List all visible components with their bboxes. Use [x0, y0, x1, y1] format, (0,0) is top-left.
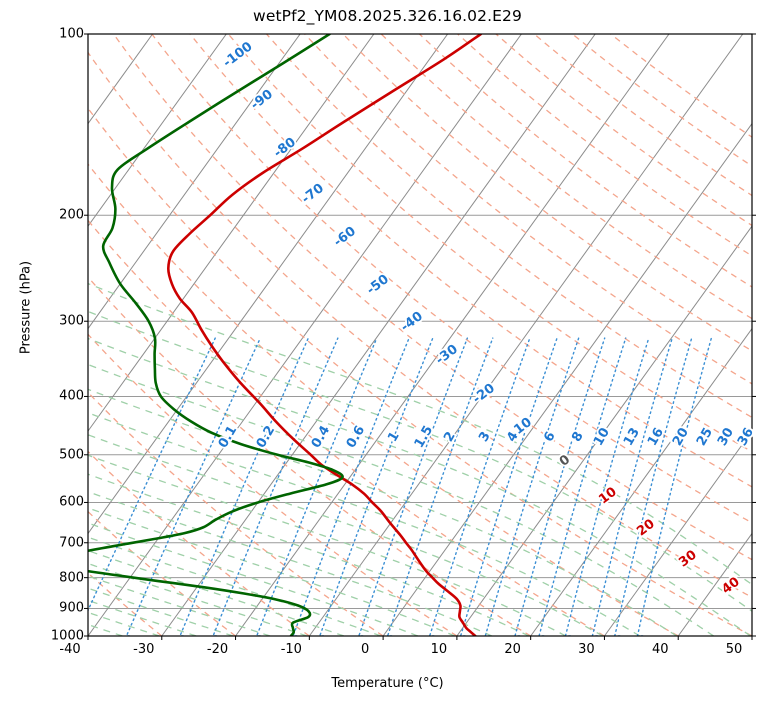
moist-adiabat-line	[88, 536, 382, 636]
isotherm-line	[88, 34, 301, 330]
dry-adiabat-line	[189, 34, 752, 488]
mixing-ratio-line	[386, 337, 494, 636]
plot-border	[87, 33, 753, 637]
moist-adiabat-line	[88, 388, 678, 636]
isotherm-line	[382, 122, 752, 636]
x-tick-label: -30	[133, 642, 155, 657]
y-tick-label: 600	[59, 494, 84, 510]
dry-adiabat-line	[88, 333, 458, 636]
dry-adiabat-line	[0, 34, 14, 636]
sounding-traces	[88, 34, 483, 636]
isotherm-line	[456, 225, 752, 636]
mixing-ratio-line	[125, 337, 261, 636]
moist-adiabat-line	[88, 575, 271, 636]
y-tick-label: 200	[59, 207, 84, 223]
plot-background	[88, 34, 752, 636]
dry-adiabat-line	[88, 51, 752, 599]
isotherm-line	[88, 34, 375, 432]
isotherm-line	[604, 430, 752, 636]
moist-adiabat-line	[0, 34, 86, 636]
dry-adiabat-line	[113, 34, 752, 561]
moist-adiabat-line	[88, 587, 234, 636]
x-tick-label: -40	[59, 642, 81, 657]
x-tick-label: 30	[578, 642, 595, 657]
y-tick-label: 300	[59, 313, 84, 329]
isotherm-line	[235, 34, 670, 636]
mixing-ratio-line	[614, 337, 693, 636]
x-tick-label: 0	[360, 642, 370, 657]
mixing-ratio-line	[319, 337, 434, 636]
mixing-ratio-line	[429, 337, 531, 636]
moist-adiabat-line	[88, 549, 345, 636]
isotherm-line	[88, 34, 227, 227]
dry-adiabat-line	[151, 34, 752, 524]
x-tick-label: -10	[280, 642, 302, 657]
x-tick-label: -20	[206, 642, 229, 657]
isotherm-line	[88, 34, 449, 535]
y-tick-label: 400	[59, 388, 84, 404]
moist-adiabat-line	[88, 562, 308, 636]
x-tick-label: 50	[725, 642, 743, 657]
y-tick-label: 500	[59, 447, 84, 463]
x-tick-label: 10	[430, 642, 448, 657]
dry-adiabat-line	[88, 219, 605, 636]
mixing-ratio-line	[179, 337, 309, 636]
mixing-ratio-line	[212, 337, 339, 636]
mixing-ratio-line	[484, 337, 580, 636]
isotherm-line	[677, 532, 752, 636]
dry-adiabat-line	[88, 572, 163, 636]
isotherm-line	[88, 34, 522, 636]
y-tick-label: 800	[59, 570, 84, 586]
mixing-ratio-line	[358, 337, 469, 636]
sounding-trace-dew-point	[88, 34, 344, 636]
isotherm-line	[308, 34, 744, 636]
isotherm-line	[530, 327, 752, 636]
mixing-ratio-line	[459, 337, 558, 636]
background-gridlines	[0, 34, 752, 636]
mixing-ratio-line	[591, 337, 673, 636]
x-axis-label: Temperature (°C)	[331, 676, 444, 691]
y-tick-label: 1000	[50, 628, 84, 644]
y-tick-label: 100	[59, 26, 84, 42]
dry-adiabat-line	[88, 510, 236, 636]
mixing-ratio-line	[564, 337, 650, 636]
page-title: wetPf2_YM08.2025.326.16.02.E29	[253, 7, 522, 25]
dry-adiabat-line	[88, 391, 384, 636]
moist-adiabat-line	[88, 507, 456, 636]
y-axis-ticks: 100 200 300 400 500 600 700 800 900 1000	[26, 0, 84, 708]
mixing-ratio-line	[538, 337, 627, 636]
dry-adiabat-line	[88, 450, 310, 636]
isotherm-line	[0, 34, 79, 636]
isotherm-line	[751, 635, 752, 636]
moist-adiabat-line	[88, 473, 530, 636]
isotherm-line	[161, 34, 596, 636]
dry-adiabat-line	[88, 107, 752, 636]
mixing-ratio-line	[636, 337, 713, 636]
moist-adiabat-line	[88, 337, 751, 636]
x-tick-label: 40	[651, 642, 669, 657]
tick-marks	[84, 33, 756, 640]
x-tick-label: 20	[504, 642, 521, 657]
mixing-ratio-line	[292, 337, 410, 636]
mixing-ratio-line	[514, 337, 606, 636]
mixing-ratio-line	[256, 337, 378, 636]
isotherm-line	[0, 34, 5, 636]
y-tick-label: 700	[59, 535, 84, 551]
dry-adiabat-line	[88, 276, 532, 636]
moist-adiabat-line	[88, 434, 604, 636]
dry-adiabat-line	[88, 635, 89, 636]
y-tick-label: 900	[59, 600, 84, 616]
moist-adiabat-line	[88, 412, 641, 636]
